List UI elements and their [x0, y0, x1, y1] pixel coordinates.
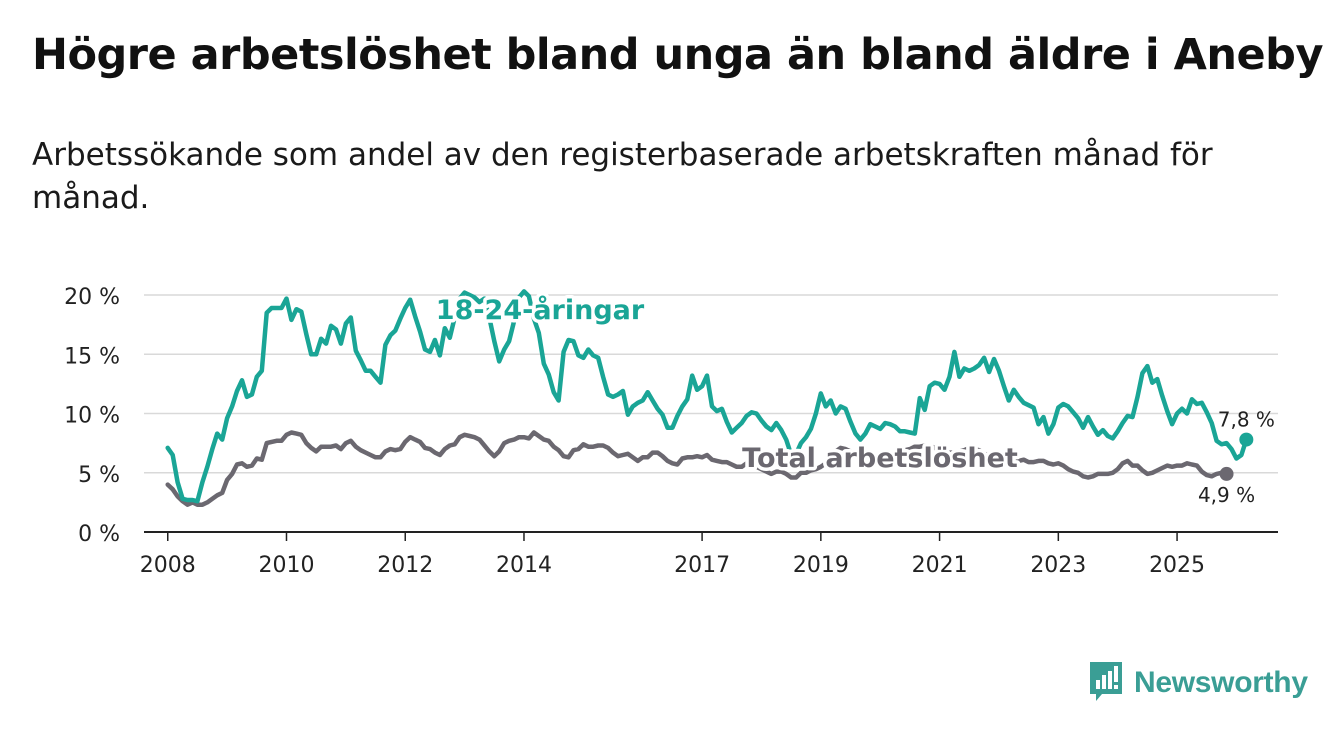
x-tick-label: 2012 — [377, 553, 433, 578]
series-label-total: Total arbetslöshet — [742, 443, 1018, 474]
series-line-total — [165, 430, 1229, 507]
x-tick-label: 2021 — [912, 553, 968, 578]
x-tick-label: 2023 — [1030, 553, 1086, 578]
x-tick-label: 2019 — [793, 553, 849, 578]
y-tick-label: 15 % — [64, 344, 120, 369]
x-tick-label: 2008 — [140, 553, 196, 578]
end-label-total: 4,9 % — [1198, 483, 1255, 507]
chart-subtitle: Arbetssökande som andel av den registerb… — [32, 137, 1213, 216]
x-tick-label: 2010 — [258, 553, 314, 578]
end-dot-total — [1219, 466, 1234, 481]
y-tick-label: 0 % — [78, 522, 120, 547]
end-label-youth: 7,8 % — [1218, 408, 1275, 432]
brand-name: Newsworthy — [1134, 666, 1308, 699]
x-tick-label: 2025 — [1149, 553, 1205, 578]
bar-chart-speech-icon — [1088, 660, 1124, 706]
x-tick-label: 2017 — [674, 553, 730, 578]
series-line-youth — [165, 289, 1249, 504]
end-dot-youth — [1239, 432, 1254, 447]
chart-title: Högre arbetslöshet bland unga än bland ä… — [32, 30, 1323, 80]
y-tick-label: 20 % — [64, 285, 120, 310]
line-chart: 0 % 5 % 10 % 15 % 20 % 2008 2010 2012 2014 2017 20… — [64, 285, 1278, 578]
series-label-youth: 18-24-åringar — [436, 294, 645, 326]
x-tick-label: 2014 — [496, 553, 552, 578]
brand-logo: Newsworthy — [1088, 660, 1308, 706]
y-tick-label: 10 % — [64, 404, 120, 429]
y-tick-label: 5 % — [78, 463, 120, 488]
